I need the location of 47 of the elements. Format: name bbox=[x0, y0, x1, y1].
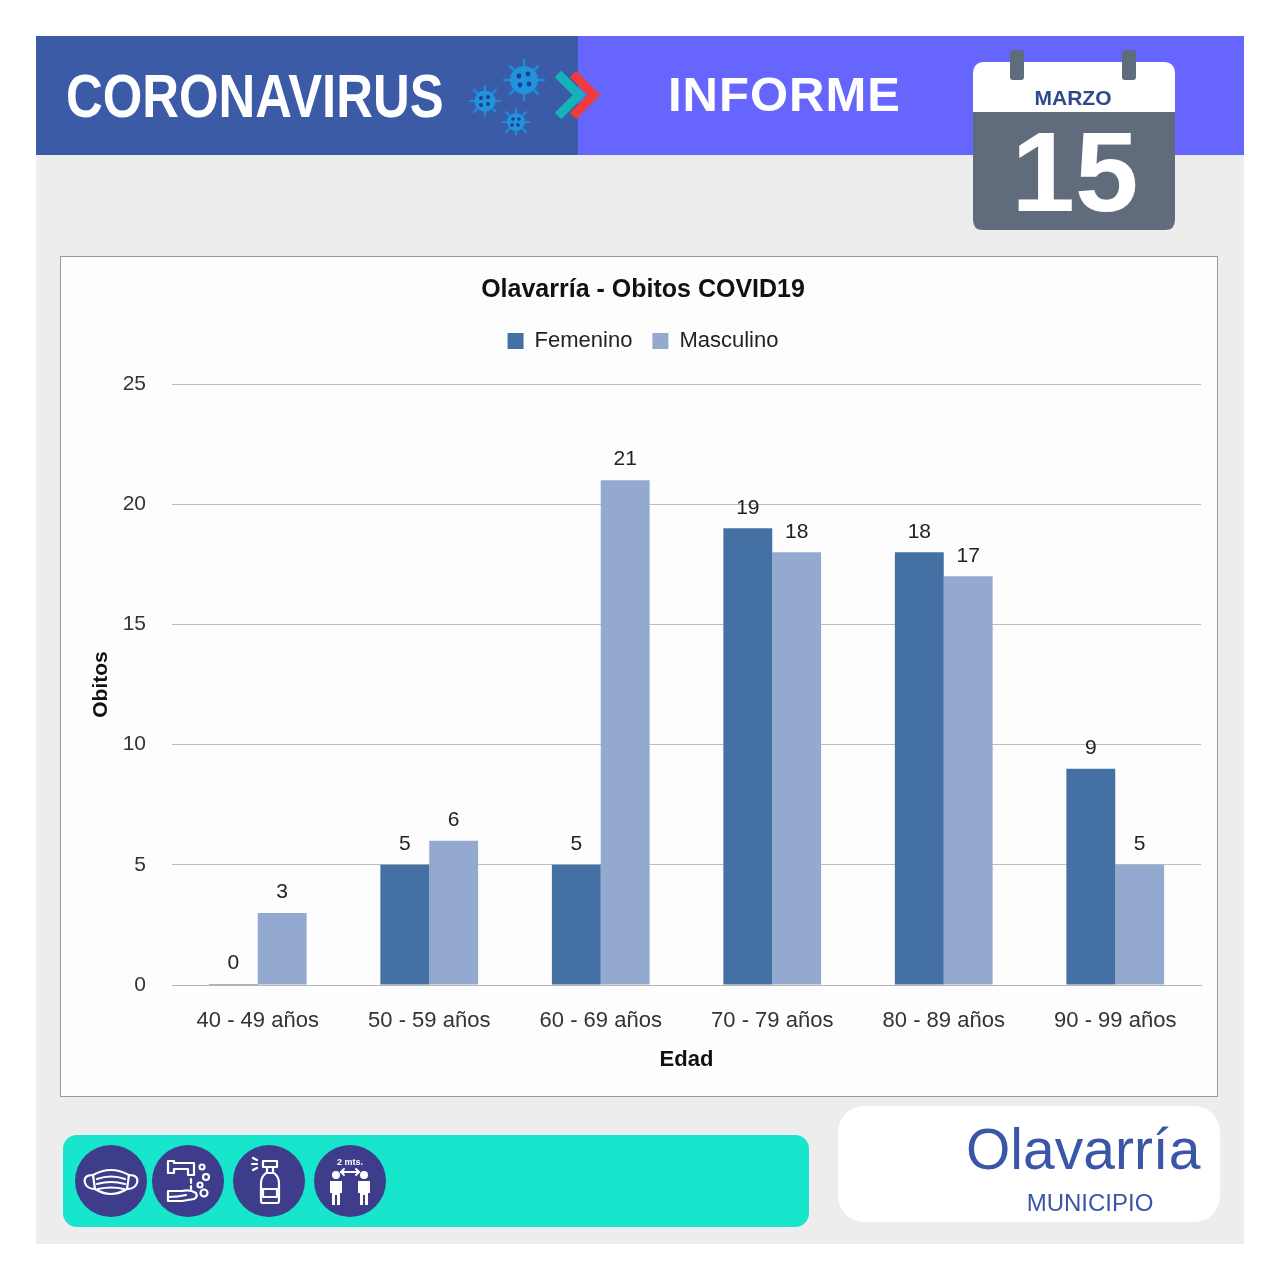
x-tick-label: 60 - 69 años bbox=[539, 1007, 662, 1033]
data-label: 18 bbox=[785, 518, 809, 542]
data-label: 17 bbox=[956, 542, 980, 566]
text: 2 mts. bbox=[336, 1157, 364, 1167]
data-label: 19 bbox=[736, 494, 760, 518]
data-label: 21 bbox=[613, 446, 637, 470]
legend-label: Masculino bbox=[679, 327, 779, 353]
x-axis-title: Edad bbox=[659, 1045, 714, 1071]
data-label: 0 bbox=[227, 950, 240, 974]
x-tick-label: 50 - 59 años bbox=[368, 1007, 491, 1033]
legend-label: Femenino bbox=[534, 327, 633, 353]
bar bbox=[429, 840, 479, 985]
y-tick-label: 20 bbox=[122, 491, 146, 514]
bar bbox=[551, 864, 601, 985]
y-tick-label: 5 bbox=[134, 851, 146, 875]
y-tick-label: 0 bbox=[134, 971, 146, 995]
data-label: 5 bbox=[570, 831, 583, 855]
y-tick-label: 25 bbox=[122, 370, 146, 394]
x-tick-label: 70 - 79 años bbox=[711, 1007, 834, 1033]
chart-title: Olavarría - Obitos COVID19 bbox=[481, 273, 805, 302]
bar bbox=[380, 864, 430, 985]
text: MARZO bbox=[1034, 86, 1112, 110]
text: MUNICIPIO bbox=[1026, 1189, 1154, 1217]
text: CORONAVIRUS bbox=[66, 60, 444, 131]
x-tick-label: 90 - 99 años bbox=[1054, 1007, 1177, 1033]
data-label: 5 bbox=[1133, 831, 1146, 855]
data-label: 18 bbox=[907, 518, 931, 542]
text: INFORME bbox=[668, 66, 901, 122]
data-label: 9 bbox=[1084, 734, 1097, 758]
x-tick-label: 80 - 89 años bbox=[882, 1007, 1005, 1033]
x-tick-label: 40 - 49 años bbox=[196, 1007, 319, 1033]
data-label: 6 bbox=[447, 807, 460, 831]
y-tick-label: 15 bbox=[122, 611, 146, 635]
bar bbox=[1115, 864, 1165, 985]
y-tick-label: 10 bbox=[122, 731, 146, 755]
y-axis-title: Obitos bbox=[88, 651, 112, 718]
bar bbox=[772, 552, 822, 985]
bar bbox=[723, 528, 773, 985]
bar bbox=[600, 480, 650, 985]
bar bbox=[894, 552, 944, 985]
data-label: 5 bbox=[398, 831, 411, 855]
bar bbox=[943, 576, 993, 985]
data-label: 3 bbox=[276, 879, 289, 903]
bar bbox=[257, 912, 307, 985]
text: Olavarría bbox=[966, 1116, 1201, 1182]
bar bbox=[1066, 768, 1116, 985]
text: 15 bbox=[1011, 107, 1139, 237]
